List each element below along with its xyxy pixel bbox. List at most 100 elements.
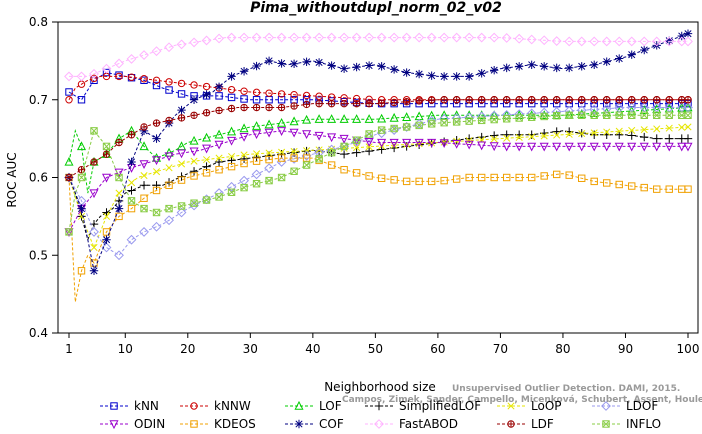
x-tick-label: 50 <box>368 342 383 356</box>
data-point-kdeos <box>252 157 261 165</box>
data-point-fastabod <box>89 68 99 79</box>
legend-item-loop: LoOP <box>497 399 562 413</box>
data-point-simplifiedlof <box>364 146 374 156</box>
data-point-ldf <box>65 174 73 181</box>
data-point-inflo <box>478 116 486 124</box>
data-point-odin <box>489 142 499 152</box>
data-point-fastabod <box>451 32 462 43</box>
data-point-inflo <box>265 176 273 185</box>
data-point-knnw <box>65 96 73 104</box>
data-point-odin <box>227 136 237 146</box>
data-point-loop <box>240 151 248 159</box>
data-point-inflo <box>152 208 161 217</box>
data-point-inflo <box>328 149 336 157</box>
legend-item-ldof: LDOF <box>592 399 658 413</box>
data-point-ldf <box>628 96 635 103</box>
data-point-lof <box>189 135 199 145</box>
legend-marker-cof <box>294 419 304 429</box>
data-point-cof <box>389 65 399 74</box>
data-point-cof <box>590 60 599 69</box>
legend-label: COF <box>319 417 344 431</box>
data-point-lof <box>252 121 262 130</box>
data-point-knn <box>102 68 111 77</box>
data-point-kdeos <box>365 172 373 180</box>
data-point-fastabod <box>276 32 287 43</box>
data-point-cof <box>339 64 349 73</box>
data-point-kdeos <box>352 169 361 177</box>
data-point-cof <box>539 62 549 71</box>
data-point-cof <box>640 45 649 55</box>
legend-marker-kdeos <box>190 420 198 428</box>
data-point-lof <box>264 119 274 129</box>
data-point-inflo <box>402 123 411 131</box>
data-point-knnw <box>265 89 273 97</box>
legend-marker-knn <box>110 402 118 410</box>
data-point-cof <box>683 29 693 38</box>
data-point-cof <box>577 62 586 71</box>
data-point-inflo <box>165 205 173 213</box>
data-point-kdeos <box>684 185 692 193</box>
data-point-ldof <box>326 144 337 155</box>
legend-marker-inflo <box>602 420 610 428</box>
data-point-ldf <box>115 139 123 146</box>
data-point-loop <box>340 144 348 152</box>
data-point-odin <box>539 142 549 152</box>
data-point-cof <box>552 63 561 73</box>
legend-label: FastABOD <box>399 417 458 431</box>
data-point-cof <box>327 61 336 70</box>
data-point-knn <box>277 96 286 104</box>
data-point-odin <box>239 132 249 142</box>
data-point-fastabod <box>626 36 637 47</box>
data-point-cof <box>189 95 199 104</box>
data-point-loop <box>578 130 586 138</box>
legend-label: LOF <box>319 399 342 413</box>
data-point-inflo <box>552 111 561 120</box>
data-point-cof <box>427 71 436 80</box>
data-point-inflo <box>528 113 536 121</box>
data-point-ldf <box>490 96 498 103</box>
legend-item-lof: LOF <box>285 399 342 413</box>
data-point-cof <box>677 31 686 41</box>
data-point-fastabod <box>301 32 312 43</box>
data-point-inflo <box>440 119 448 127</box>
data-point-inflo <box>140 204 148 213</box>
data-point-knn <box>240 95 248 103</box>
data-point-fastabod <box>439 32 450 43</box>
data-point-ldof <box>114 250 124 261</box>
data-point-inflo <box>177 202 186 210</box>
data-point-inflo <box>465 117 473 125</box>
data-point-knnw <box>127 73 136 81</box>
data-point-inflo <box>527 113 536 121</box>
data-point-lof <box>402 112 412 121</box>
data-point-fastabod <box>664 36 675 47</box>
data-point-kdeos <box>165 181 173 189</box>
data-point-cof <box>477 69 486 78</box>
data-point-knn <box>165 86 173 94</box>
series-fastabod <box>64 32 693 82</box>
data-point-cof <box>102 235 111 244</box>
data-point-loop <box>603 128 611 136</box>
data-point-inflo <box>253 180 261 188</box>
legend-item-knn: kNN <box>100 399 159 413</box>
data-point-loop <box>152 168 161 176</box>
data-point-knn <box>65 88 73 96</box>
data-point-ldf <box>240 104 248 111</box>
data-point-fastabod <box>189 37 199 48</box>
data-point-fastabod <box>364 32 375 43</box>
data-point-knnw <box>165 78 173 86</box>
data-point-inflo <box>77 173 86 182</box>
data-point-simplifiedlof <box>665 134 674 143</box>
data-point-odin <box>101 173 112 183</box>
data-point-kdeos <box>465 173 473 182</box>
data-point-ldf <box>78 166 85 173</box>
data-point-inflo <box>65 228 73 236</box>
series-line-lof <box>68 107 689 194</box>
y-axis-ticks: 0.4 0.5 0.6 0.7 0.8 <box>29 15 58 340</box>
data-point-inflo <box>640 111 648 119</box>
data-point-inflo <box>540 112 548 121</box>
data-point-ldf <box>415 97 423 105</box>
data-point-loop <box>303 147 311 155</box>
data-point-kdeos <box>327 161 336 169</box>
data-point-kdeos <box>565 171 573 179</box>
legend-label: kNN <box>134 399 159 413</box>
